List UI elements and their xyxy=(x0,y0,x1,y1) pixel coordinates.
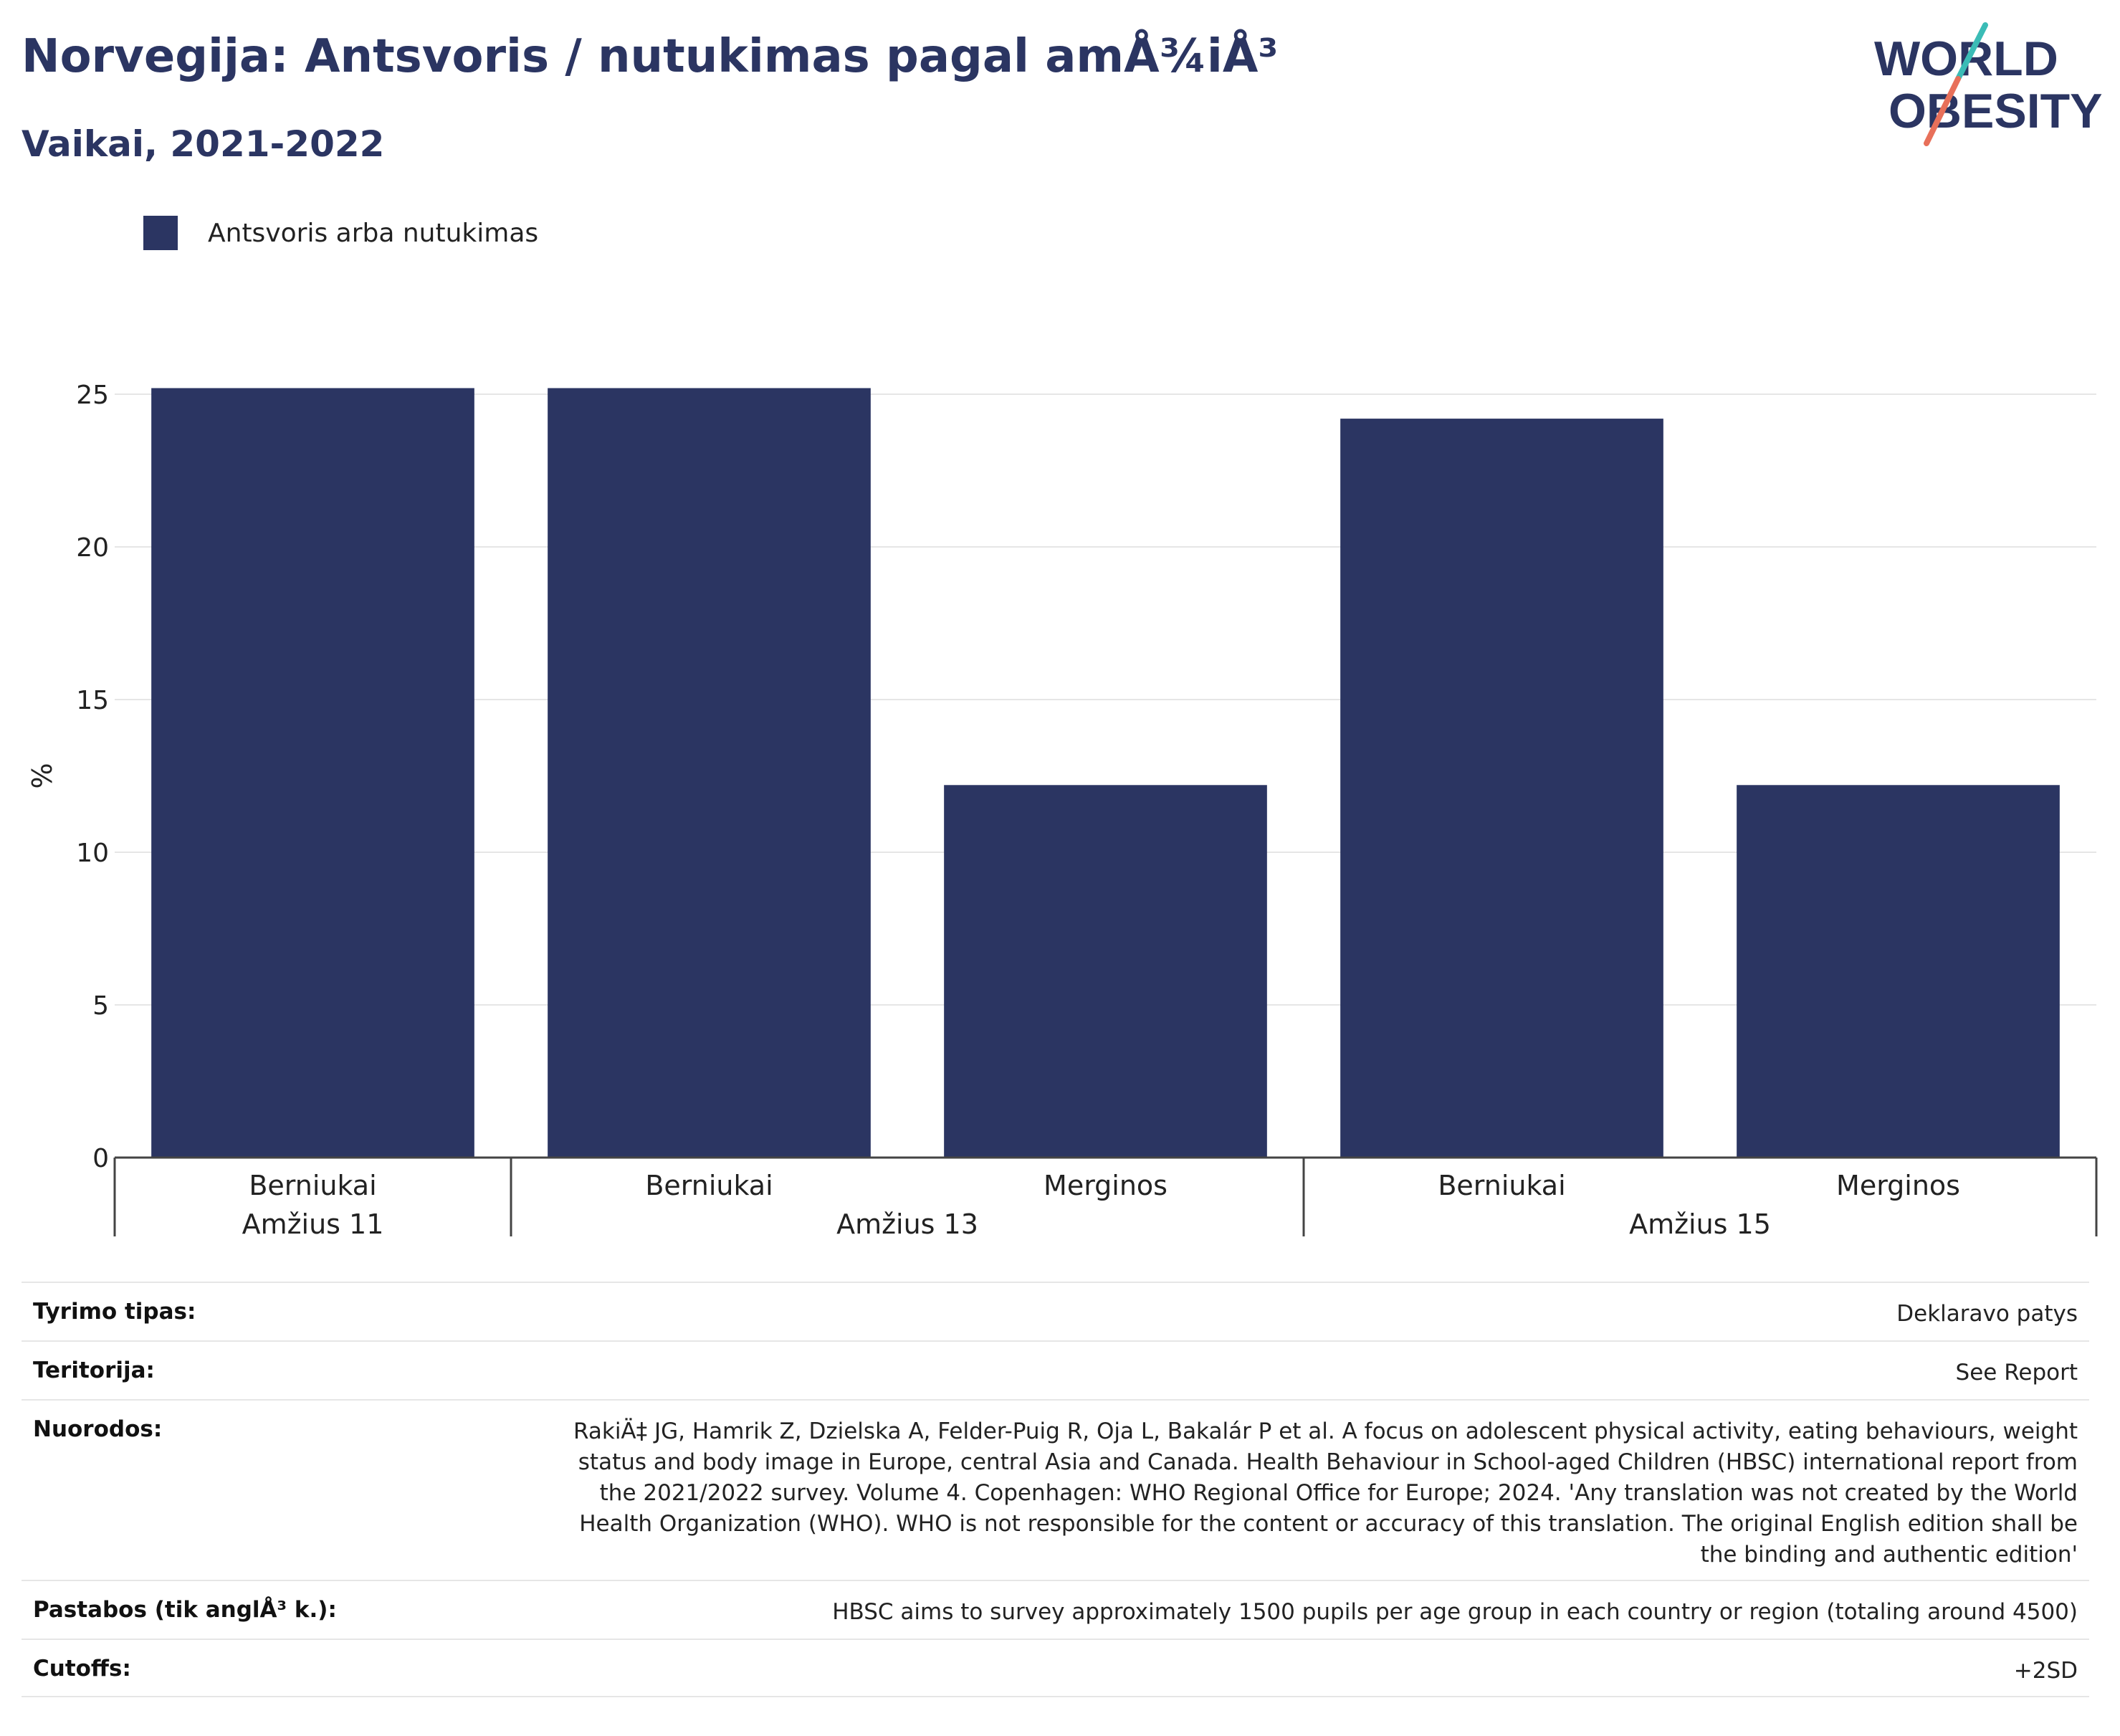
info-label: Pastabos (tik anglÅ³ k.): xyxy=(33,1597,337,1623)
info-row: Tyrimo tipas: Deklaravo patys xyxy=(22,1282,2089,1340)
info-row: Teritorija: See Report xyxy=(22,1340,2089,1399)
info-row: Pastabos (tik anglÅ³ k.): HBSC aims to su… xyxy=(22,1580,2089,1639)
info-label: Tyrimo tipas: xyxy=(33,1299,196,1325)
y-tick-label: 0 xyxy=(92,1144,109,1173)
y-tick-label: 10 xyxy=(76,839,109,868)
bar xyxy=(548,388,871,1158)
bar xyxy=(1340,419,1663,1158)
info-value: See Report xyxy=(1955,1360,2078,1386)
bar-chart: 0 5 10 15 20 25% Berniukai Berniukai Merginos Ber… xyxy=(27,381,2098,1240)
bar xyxy=(1737,785,2060,1158)
x-group-label: Amžius 15 xyxy=(1629,1208,1771,1240)
info-label: Teritorija: xyxy=(33,1358,155,1383)
bar xyxy=(944,785,1267,1158)
page-subtitle: Vaikai, 2021-2022 xyxy=(22,123,385,165)
info-value: RakiÄ‡ JG, Hamrik Z, Dzielska A, Felder-… xyxy=(573,1416,2078,1570)
logo-slash-coral xyxy=(1924,76,1961,146)
info-row: Cutoffs: +2SD xyxy=(22,1639,2089,1697)
info-value-line: status and body image in Europe, central… xyxy=(578,1449,2078,1475)
info-value: HBSC aims to survey approximately 1500 p… xyxy=(832,1599,2078,1625)
info-value-line: the binding and authentic edition' xyxy=(1700,1542,2078,1568)
x-tick-label: Merginos xyxy=(1044,1170,1168,1201)
y-axis-label: % xyxy=(27,763,58,788)
x-tick-label: Berniukai xyxy=(645,1170,773,1201)
x-group-label: Amžius 13 xyxy=(836,1208,978,1240)
logo-slash-teal xyxy=(1955,22,1988,82)
info-label: Cutoffs: xyxy=(33,1656,131,1682)
info-value: +2SD xyxy=(2013,1658,2078,1684)
y-tick-label: 5 xyxy=(92,991,109,1021)
info-value-line: RakiÄ‡ JG, Hamrik Z, Dzielska A, Felder-… xyxy=(573,1418,2078,1444)
legend-label: Antsvoris arba nutukimas xyxy=(208,218,539,248)
bar xyxy=(151,388,474,1158)
y-tick-label: 20 xyxy=(76,533,109,563)
info-value: Deklaravo patys xyxy=(1896,1301,2078,1327)
info-row: Nuorodos: RakiÄ‡ JG, Hamrik Z, Dzielska A… xyxy=(22,1399,2089,1580)
page-title: Norvegija: Antsvoris / nutukimas pagal a… xyxy=(22,30,1279,83)
chart-legend: Antsvoris arba nutukimas xyxy=(143,215,538,251)
info-value-line: the 2021/2022 survey. Volume 4. Copenhag… xyxy=(599,1480,2078,1506)
legend-swatch xyxy=(143,216,178,250)
logo-text-obesity: OBESITY xyxy=(1889,84,2103,138)
info-table: Tyrimo tipas: Deklaravo patys Teritorija: S… xyxy=(22,1282,2089,1697)
x-tick-label: Berniukai xyxy=(249,1170,376,1201)
x-tick-label: Merginos xyxy=(1836,1170,1960,1201)
info-value-line: Health Organization (WHO). WHO is not re… xyxy=(579,1511,2078,1537)
y-tick-label: 25 xyxy=(76,381,109,410)
x-tick-label: Berniukai xyxy=(1438,1170,1565,1201)
info-label: Nuorodos: xyxy=(33,1416,163,1442)
world-obesity-logo: WORLD OBESITY xyxy=(1874,22,2103,146)
x-group-label: Amžius 11 xyxy=(242,1208,384,1240)
y-tick-label: 15 xyxy=(76,686,109,715)
